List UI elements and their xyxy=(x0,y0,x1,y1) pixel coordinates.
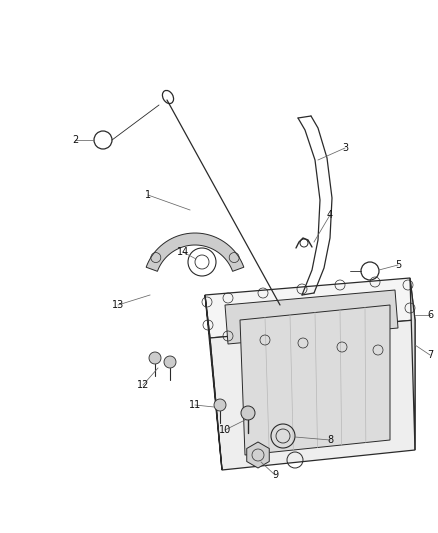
Polygon shape xyxy=(225,290,398,344)
Circle shape xyxy=(149,352,161,364)
Text: 3: 3 xyxy=(342,143,348,153)
Text: 6: 6 xyxy=(427,310,433,320)
Polygon shape xyxy=(247,442,269,468)
Text: 14: 14 xyxy=(177,247,189,257)
Circle shape xyxy=(214,399,226,411)
Text: 7: 7 xyxy=(427,350,433,360)
Polygon shape xyxy=(146,233,244,271)
Circle shape xyxy=(164,356,176,368)
Polygon shape xyxy=(240,305,390,455)
Text: 1: 1 xyxy=(145,190,151,200)
Polygon shape xyxy=(205,295,222,470)
Text: 12: 12 xyxy=(137,380,149,390)
Text: 9: 9 xyxy=(272,470,278,480)
Text: 8: 8 xyxy=(327,435,333,445)
Text: 5: 5 xyxy=(395,260,401,270)
Text: 4: 4 xyxy=(327,210,333,220)
Text: 2: 2 xyxy=(72,135,78,145)
Circle shape xyxy=(241,406,255,420)
Text: 11: 11 xyxy=(189,400,201,410)
Text: 10: 10 xyxy=(219,425,231,435)
Text: 13: 13 xyxy=(112,300,124,310)
Polygon shape xyxy=(205,278,415,338)
Polygon shape xyxy=(410,278,415,450)
Polygon shape xyxy=(210,320,415,470)
